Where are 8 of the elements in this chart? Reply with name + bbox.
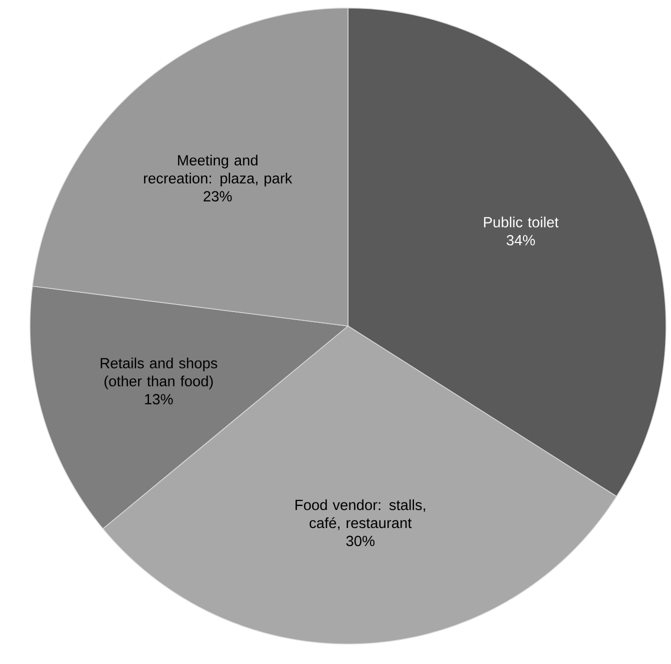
data-label: 13% <box>145 394 173 404</box>
data-label: 34% <box>506 235 535 246</box>
slice-label: Food vendor: stalls, café, restaurant <box>296 499 426 530</box>
slice-label: Public toilet <box>484 216 559 228</box>
data-label: 30% <box>346 536 375 546</box>
slice-label: Retails and shops (other than food) <box>100 358 218 390</box>
slice-label: Meeting and recreation: plaza, park <box>144 154 292 186</box>
data-label: 23% <box>204 191 232 202</box>
